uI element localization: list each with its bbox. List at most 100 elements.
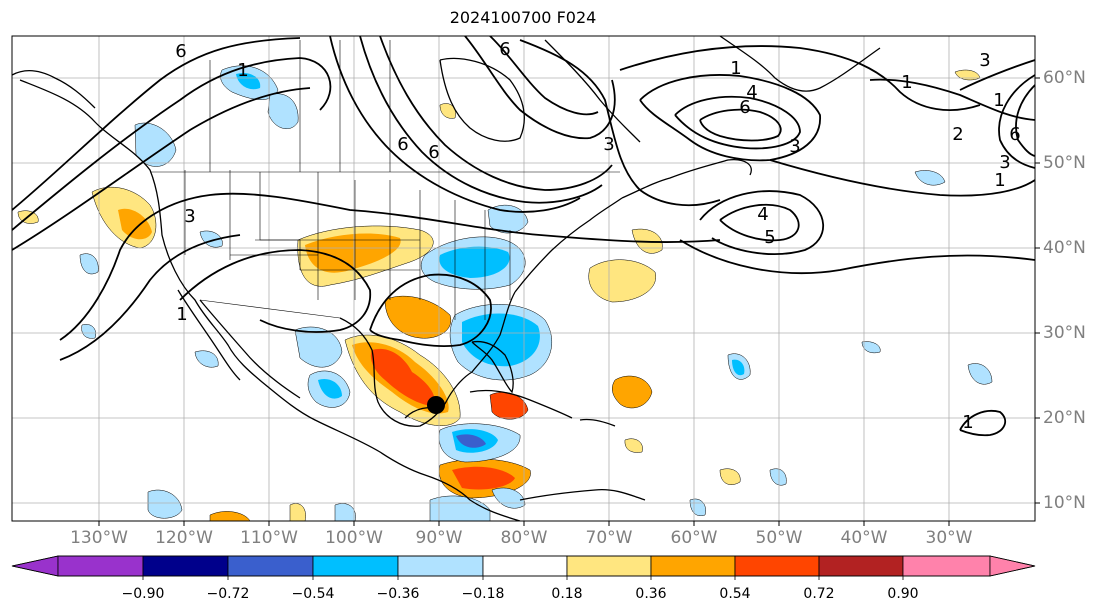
colorbar-segment (11, 555, 59, 577)
negative-anomaly-region (294, 326, 343, 368)
map-title: 2024100700 F024 (449, 8, 597, 27)
contour-label: 2 (952, 124, 963, 145)
colorbar-segment (734, 555, 820, 577)
lon-label: 30°W (925, 528, 973, 548)
lon-label: 110°W (240, 528, 298, 548)
colorbar-segment (227, 555, 314, 577)
negative-anomaly-region (429, 495, 491, 521)
storm-center-marker (427, 396, 445, 414)
lat-label: 30°N (1043, 323, 1086, 343)
colorbar-tick-label: −0.90 (121, 586, 165, 602)
colorbar-tick-label: 0.72 (803, 586, 835, 602)
colorbar-segment (397, 555, 484, 577)
contour-label: 6 (739, 97, 750, 118)
negative-anomaly-region (967, 363, 993, 385)
colorbar-segment (650, 555, 736, 577)
map-background (12, 36, 1035, 521)
colorbar (11, 555, 1036, 580)
lon-label: 120°W (155, 528, 213, 548)
colorbar-tick-label: 0.90 (887, 586, 919, 602)
colorbar-tick-label: −0.36 (376, 586, 420, 602)
lon-label: 100°W (325, 528, 383, 548)
contour-label: 1 (901, 72, 912, 93)
positive-anomaly-region (719, 468, 741, 485)
lon-label: 40°W (840, 528, 888, 548)
colorbar-segment (818, 555, 904, 577)
lat-label: 20°N (1043, 408, 1086, 428)
contour-label: 1 (962, 412, 973, 433)
colorbar-segment (312, 555, 399, 577)
colorbar-tick-label: −0.18 (461, 586, 505, 602)
contour-lines (12, 36, 1035, 437)
colorbar-segment (989, 555, 1036, 577)
negative-anomaly-region (79, 253, 99, 275)
negative-anomaly-region (147, 489, 183, 519)
positive-anomaly-region (624, 438, 643, 453)
contour-label: 3 (999, 152, 1010, 173)
positive-anomaly-region (209, 511, 251, 521)
contour-label: 4 (757, 204, 768, 225)
positive-anomaly-region (370, 348, 435, 406)
positive-anomaly-region (452, 466, 515, 490)
negative-anomaly-region (914, 170, 946, 186)
lat-label: 10°N (1043, 493, 1086, 513)
positive-anomaly-region (612, 375, 653, 409)
contour-label: 1 (993, 90, 1004, 111)
contour-label: 1 (994, 170, 1005, 191)
contour-label: 1 (237, 60, 248, 81)
colorbar-segment (902, 555, 991, 577)
negative-anomaly-region (456, 434, 486, 448)
negative-anomaly-region (318, 378, 342, 399)
colorbar-tick-label: 0.36 (635, 586, 667, 602)
contour-label: 3 (979, 50, 990, 71)
lat-label: 60°N (1043, 68, 1086, 88)
negative-anomaly-region (732, 359, 745, 376)
negative-anomaly-region (769, 468, 787, 486)
colorbar-tick-label: 0.54 (719, 586, 751, 602)
lon-label: 50°W (755, 528, 803, 548)
colorbar-segment (482, 555, 568, 577)
contour-label: 6 (1009, 124, 1020, 145)
lon-label: 130°W (70, 528, 128, 548)
contour-label: 6 (175, 41, 186, 62)
negative-anomaly-region (462, 313, 540, 367)
contour-label: 3 (603, 134, 614, 155)
contour-label: 6 (397, 134, 408, 155)
contour-label: 3 (184, 206, 195, 227)
negative-anomaly-region (439, 246, 510, 278)
positive-anomaly-region (439, 103, 456, 119)
colorbar-tick-label: 0.18 (551, 586, 583, 602)
colorbar-outline (11, 555, 1036, 577)
positive-anomaly-region (305, 233, 401, 273)
gridlines (12, 36, 1035, 521)
negative-anomaly-region (199, 230, 223, 248)
positive-anomaly-region (289, 503, 306, 521)
positive-anomaly-region (384, 295, 452, 339)
negative-anomaly-region (81, 324, 96, 339)
colorbar-segment (142, 555, 229, 577)
negative-anomaly-region (334, 503, 356, 521)
positive-anomaly-region (588, 259, 657, 303)
coastlines (12, 36, 881, 521)
contour-label: 1 (176, 304, 187, 325)
lon-label: 80°W (500, 528, 548, 548)
positive-anomaly-region (118, 208, 152, 240)
contour-label: 3 (789, 136, 800, 157)
colorbar-segment (57, 555, 144, 577)
lon-label: 60°W (670, 528, 718, 548)
lat-label: 50°N (1043, 153, 1086, 173)
negative-anomaly-region (236, 72, 261, 90)
negative-anomaly-region (267, 93, 299, 130)
colorbar-tick-label: −0.72 (206, 586, 250, 602)
colorbar-tick-label: −0.54 (291, 586, 335, 602)
lon-label: 70°W (585, 528, 633, 548)
contour-label: 6 (499, 39, 510, 60)
contour-label: 6 (428, 142, 439, 163)
colorbar-segment (566, 555, 652, 577)
negative-anomaly-region (194, 350, 219, 368)
contour-label: 5 (764, 227, 775, 248)
contour-label: 4 (746, 82, 757, 103)
lon-label: 90°W (415, 528, 463, 548)
contour-label: 1 (730, 58, 741, 79)
